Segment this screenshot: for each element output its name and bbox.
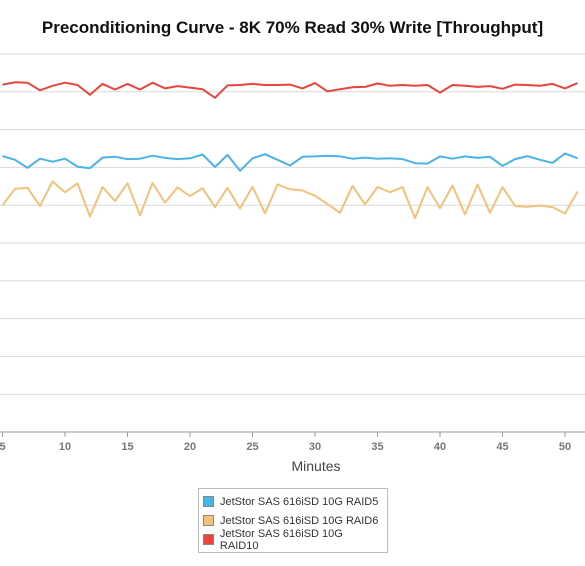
x-tick-label: 10 xyxy=(59,441,71,453)
legend-item-raid10[interactable]: JetStor SAS 616iSD 10G RAID10 xyxy=(203,527,383,552)
series-line-1 xyxy=(1,180,579,220)
grid-lines xyxy=(0,53,585,433)
legend-item-raid5[interactable]: JetStor SAS 616iSD 10G RAID5 xyxy=(203,492,383,511)
x-axis: 5 10 15 20 25 30 35 40 45 50 xyxy=(0,432,571,453)
legend-swatch-raid5 xyxy=(203,496,214,507)
x-tick-label: 35 xyxy=(371,441,383,453)
x-tick-label: 5 xyxy=(0,441,6,453)
legend-label-raid10: JetStor SAS 616iSD 10G RAID10 xyxy=(219,527,343,552)
x-tick-label: 20 xyxy=(184,441,196,453)
x-axis-label: Minutes xyxy=(291,458,340,474)
x-tick-label: 30 xyxy=(309,441,321,453)
x-tick-label: 50 xyxy=(559,441,571,453)
x-tick-label: 45 xyxy=(496,441,508,453)
x-tick-label: 25 xyxy=(246,441,258,453)
series-lines xyxy=(1,81,579,220)
legend-swatch-raid6 xyxy=(203,515,214,526)
x-tick-label: 15 xyxy=(121,441,133,453)
legend-label-raid6: JetStor SAS 616iSD 10G RAID6 xyxy=(220,514,379,527)
legend-swatch-raid10 xyxy=(203,534,214,545)
x-tick-label: 40 xyxy=(434,441,446,453)
legend-label-raid5: JetStor SAS 616iSD 10G RAID5 xyxy=(220,495,379,508)
legend-item-raid6[interactable]: JetStor SAS 616iSD 10G RAID6 xyxy=(203,511,383,530)
series-line-2 xyxy=(2,81,578,99)
series-line-0 xyxy=(2,152,578,172)
chart-title: Preconditioning Curve - 8K 70% Read 30% … xyxy=(41,18,544,37)
legend: JetStor SAS 616iSD 10G RAID5 JetStor SAS… xyxy=(198,488,388,553)
